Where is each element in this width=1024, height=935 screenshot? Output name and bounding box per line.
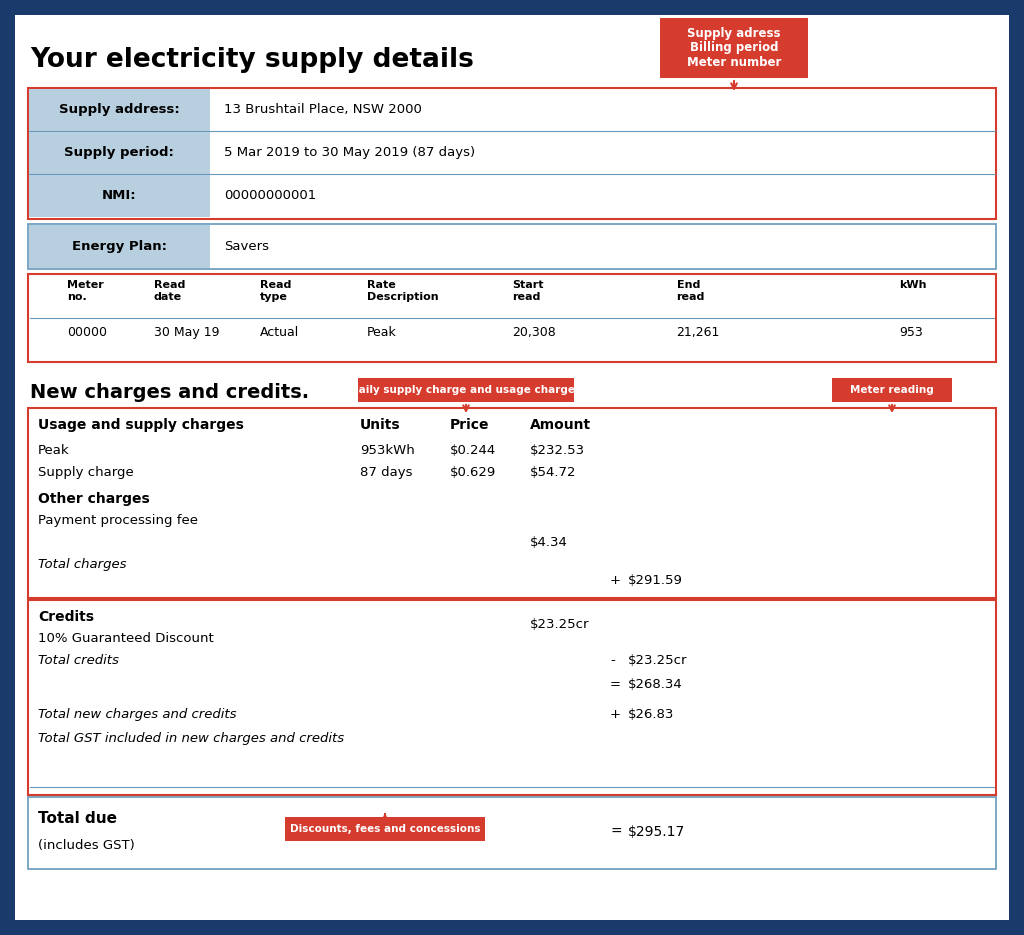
Bar <box>29 175 210 217</box>
Text: 00000: 00000 <box>67 326 106 339</box>
Text: Read
type: Read type <box>260 280 292 302</box>
Text: 5 Mar 2019 to 30 May 2019 (87 days): 5 Mar 2019 to 30 May 2019 (87 days) <box>224 146 475 159</box>
Text: $23.25cr: $23.25cr <box>530 618 590 631</box>
Bar <box>28 797 996 869</box>
Text: New charges and credits.: New charges and credits. <box>30 382 309 401</box>
Text: Usage and supply charges: Usage and supply charges <box>38 418 244 432</box>
Text: -: - <box>610 654 614 667</box>
Bar <box>28 88 996 219</box>
Text: Units: Units <box>360 418 400 432</box>
Text: Your electricity supply details: Your electricity supply details <box>30 47 474 73</box>
Text: Actual: Actual <box>260 326 300 339</box>
Text: $54.72: $54.72 <box>530 466 577 479</box>
Text: Supply charge: Supply charge <box>38 466 134 479</box>
Text: 20,308: 20,308 <box>512 326 556 339</box>
Text: Total due: Total due <box>38 811 117 826</box>
Text: $26.83: $26.83 <box>628 708 675 721</box>
Text: Payment processing fee: Payment processing fee <box>38 514 198 527</box>
Text: Savers: Savers <box>224 240 269 253</box>
Text: Total GST included in new charges and credits: Total GST included in new charges and cr… <box>38 732 344 745</box>
Bar <box>28 224 996 269</box>
Text: Rate
Description: Rate Description <box>367 280 438 302</box>
Text: kWh: kWh <box>899 280 927 290</box>
Text: 953kWh: 953kWh <box>360 444 415 457</box>
Text: $232.53: $232.53 <box>530 444 585 457</box>
Text: $0.244: $0.244 <box>450 444 497 457</box>
Bar <box>285 817 485 841</box>
Text: (includes GST): (includes GST) <box>38 839 135 852</box>
Text: $295.17: $295.17 <box>628 825 685 839</box>
Text: Supply address:: Supply address: <box>58 103 179 116</box>
Text: End
read: End read <box>677 280 705 302</box>
Text: 87 days: 87 days <box>360 466 413 479</box>
Text: Daily supply charge and usage charges: Daily supply charge and usage charges <box>350 385 582 395</box>
Bar <box>358 378 574 402</box>
Text: Supply period:: Supply period: <box>65 146 174 159</box>
Text: Total credits: Total credits <box>38 654 119 667</box>
Bar <box>831 378 952 402</box>
Bar <box>660 18 808 78</box>
Text: $4.34: $4.34 <box>530 536 568 549</box>
Text: Peak: Peak <box>38 444 70 457</box>
Text: 10% Guaranteed Discount: 10% Guaranteed Discount <box>38 632 214 645</box>
Text: Amount: Amount <box>530 418 591 432</box>
Text: $0.629: $0.629 <box>450 466 497 479</box>
Text: $291.59: $291.59 <box>628 574 683 587</box>
Text: NMI:: NMI: <box>101 189 136 202</box>
Text: Meter reading: Meter reading <box>850 385 934 395</box>
Text: Start
read: Start read <box>512 280 544 302</box>
Text: =: = <box>610 825 622 839</box>
Text: Peak: Peak <box>367 326 396 339</box>
Text: Credits: Credits <box>38 610 94 624</box>
Text: Meter
no.: Meter no. <box>67 280 103 302</box>
Bar <box>28 274 996 362</box>
Text: =: = <box>610 678 621 691</box>
Text: Total new charges and credits: Total new charges and credits <box>38 708 237 721</box>
Text: Supply adress
Billing period
Meter number: Supply adress Billing period Meter numbe… <box>687 26 781 69</box>
Text: Total charges: Total charges <box>38 558 127 571</box>
Text: Other charges: Other charges <box>38 492 150 506</box>
Text: +: + <box>610 574 621 587</box>
Bar <box>29 132 210 174</box>
Text: $268.34: $268.34 <box>628 678 683 691</box>
Text: $23.25cr: $23.25cr <box>628 654 687 667</box>
Bar <box>28 408 996 598</box>
Text: 953: 953 <box>899 326 923 339</box>
Text: Energy Plan:: Energy Plan: <box>72 240 167 253</box>
Text: Discounts, fees and concessions: Discounts, fees and concessions <box>290 824 480 834</box>
Text: Price: Price <box>450 418 489 432</box>
Text: 00000000001: 00000000001 <box>224 189 316 202</box>
Bar <box>28 600 996 795</box>
Text: 30 May 19: 30 May 19 <box>154 326 219 339</box>
Text: Read
date: Read date <box>154 280 185 302</box>
Bar <box>29 225 210 268</box>
Text: +: + <box>610 708 621 721</box>
Text: 21,261: 21,261 <box>677 326 720 339</box>
Text: 13 Brushtail Place, NSW 2000: 13 Brushtail Place, NSW 2000 <box>224 103 422 116</box>
Bar <box>29 89 210 131</box>
